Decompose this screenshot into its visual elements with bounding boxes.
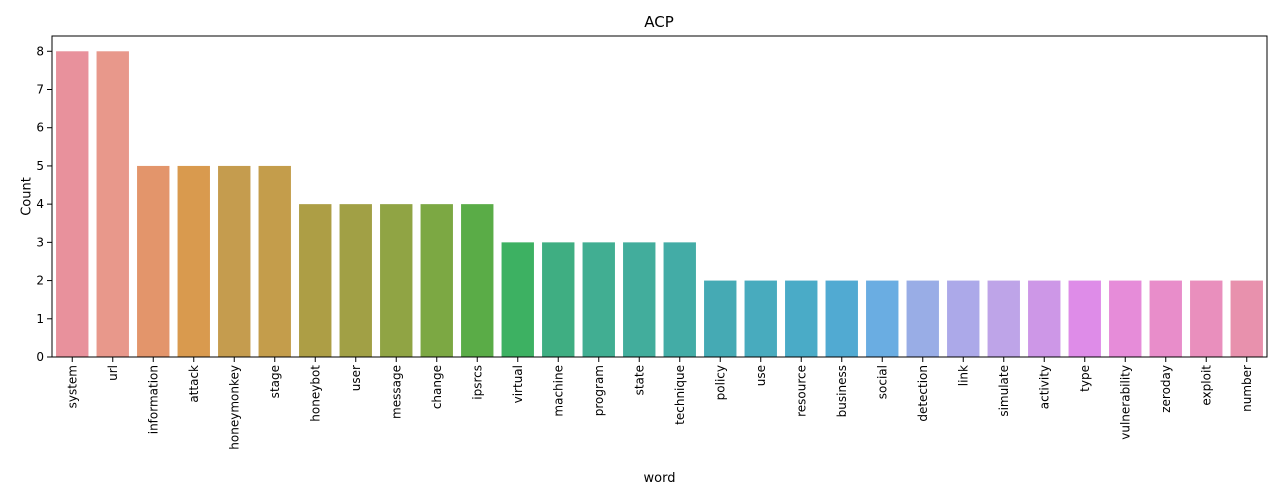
bar-activity — [1028, 280, 1061, 357]
bar-exploit — [1190, 280, 1223, 357]
x-tick-label: change — [430, 365, 444, 409]
y-tick-label: 5 — [36, 159, 44, 173]
bar-virtual — [501, 242, 534, 357]
bar-detection — [906, 280, 939, 357]
bar-machine — [542, 242, 575, 357]
bar-message — [380, 204, 413, 357]
bar-resource — [785, 280, 818, 357]
bar-program — [582, 242, 615, 357]
bar-user — [339, 204, 372, 357]
x-tick-label: business — [835, 365, 849, 417]
x-tick-label: honeymonkey — [227, 365, 241, 450]
bar-information — [137, 165, 170, 357]
y-tick-label: 3 — [36, 235, 44, 249]
bar-technique — [663, 242, 696, 357]
bar-zeroday — [1149, 280, 1182, 357]
x-tick-label: type — [1078, 365, 1092, 392]
x-tick-label: link — [956, 365, 970, 386]
x-tick-label: technique — [673, 365, 687, 425]
bar-number — [1230, 280, 1263, 357]
x-tick-label: program — [592, 365, 606, 416]
bar-ipsrcs — [461, 204, 494, 357]
x-tick-label: stage — [268, 365, 282, 398]
bar-link — [947, 280, 980, 357]
bars-group — [56, 51, 1263, 358]
y-tick-label: 8 — [36, 44, 44, 58]
y-tick-label: 7 — [36, 83, 44, 97]
x-tick-label: resource — [794, 365, 808, 417]
x-tick-label: system — [65, 365, 79, 408]
x-tick-label: exploit — [1199, 365, 1213, 406]
y-tick-label: 2 — [36, 274, 44, 288]
bar-business — [825, 280, 858, 357]
x-tick-label: number — [1240, 365, 1254, 412]
bar-social — [866, 280, 899, 357]
bar-honeybot — [299, 204, 332, 357]
bar-attack — [177, 165, 210, 357]
bar-use — [744, 280, 777, 357]
x-tick-label: simulate — [997, 365, 1011, 417]
x-tick-label: user — [349, 365, 363, 391]
bar-honeymonkey — [218, 165, 251, 357]
bar-url — [96, 51, 129, 358]
bar-vulnerability — [1109, 280, 1142, 357]
x-tick-label: message — [389, 365, 403, 419]
bar-simulate — [987, 280, 1020, 357]
x-tick-label: use — [754, 365, 768, 386]
x-tick-label: honeybot — [308, 365, 322, 422]
y-axis-label: Count — [20, 177, 35, 216]
x-axis-label: word — [644, 471, 676, 486]
x-tick-label: zeroday — [1159, 365, 1173, 413]
x-tick-label: ipsrcs — [470, 365, 484, 400]
x-tick-label: machine — [551, 365, 565, 417]
y-axis: 0 1 2 3 4 5 6 7 8 — [36, 44, 52, 364]
x-tick-label: social — [875, 365, 889, 399]
x-tick-label: activity — [1037, 365, 1051, 409]
y-tick-label: 6 — [36, 121, 44, 135]
bar-change — [420, 204, 453, 357]
y-tick-label: 0 — [36, 350, 44, 364]
bar-type — [1068, 280, 1101, 357]
bar-system — [56, 51, 89, 358]
x-tick-label: url — [106, 365, 120, 381]
x-tick-label: policy — [713, 365, 727, 400]
plot-frame — [51, 35, 1268, 358]
x-tick-label: information — [146, 365, 160, 434]
x-tick-label: state — [632, 365, 646, 395]
bar-stage — [258, 165, 291, 357]
y-tick-label: 4 — [36, 197, 44, 211]
bar-state — [623, 242, 656, 357]
bar-policy — [704, 280, 737, 357]
x-tick-label: attack — [187, 365, 201, 403]
x-tick-label: vulnerability — [1118, 365, 1132, 440]
y-tick-label: 1 — [36, 312, 44, 326]
x-axis: system url information attack honeymonkey sta… — [65, 357, 1254, 450]
chart-title: ACP — [644, 13, 674, 31]
x-tick-label: virtual — [511, 365, 525, 403]
x-tick-label: detection — [916, 365, 930, 422]
